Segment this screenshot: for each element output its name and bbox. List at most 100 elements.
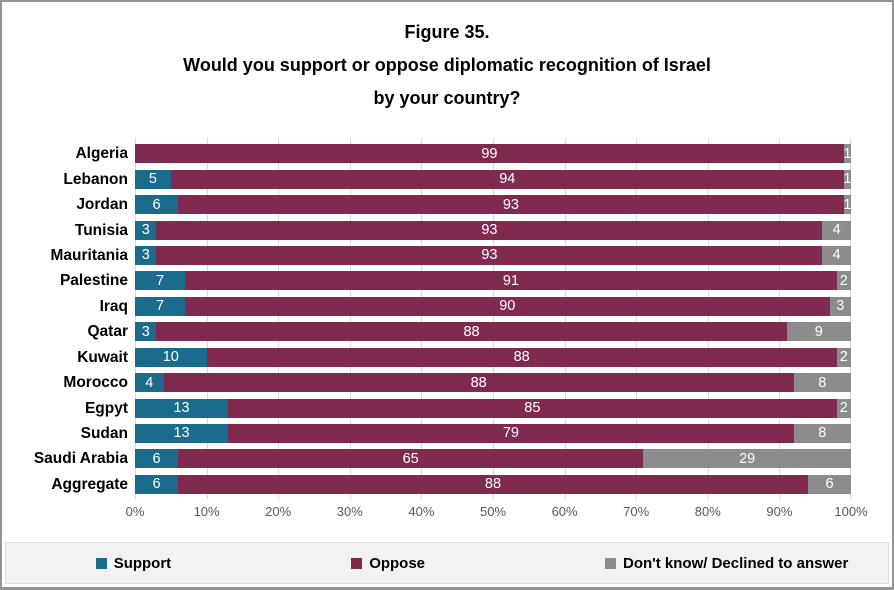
bar-segment-support: 6 xyxy=(135,474,178,494)
bar-segment-support: 6 xyxy=(135,449,178,469)
value-label: 94 xyxy=(499,171,516,188)
category-label: Egpyt xyxy=(84,399,128,417)
bar-segment-don't: 8 xyxy=(793,373,851,393)
x-axis: 0% 10% 20% 30% 40% 50% 60% 70% 80% 90% 100% xyxy=(126,504,868,522)
value-label: 4 xyxy=(832,222,841,238)
value-label: 3 xyxy=(141,222,150,238)
bar-row-saudi-arabia: 6 65 29 xyxy=(135,449,851,469)
value-label: 13 xyxy=(173,425,190,442)
bar-segment-oppose: 85 xyxy=(228,398,837,418)
x-tick-label: 50% xyxy=(479,504,507,519)
category-label: Lebanon xyxy=(63,170,128,188)
gridline xyxy=(278,138,280,499)
chart-title-line-2: Would you support or oppose diplomatic r… xyxy=(183,55,711,75)
value-label: 93 xyxy=(481,222,498,238)
value-label: 3 xyxy=(836,298,845,315)
value-label: 88 xyxy=(513,349,530,366)
value-label: 7 xyxy=(156,298,165,315)
value-label: 6 xyxy=(825,476,834,493)
chart-title-line-1: Figure 35. xyxy=(404,22,490,42)
bar-row-egpyt: 13 85 2 xyxy=(135,398,851,418)
bar-segment-oppose: 99 xyxy=(135,144,844,164)
bar-segment-support: 13 xyxy=(135,423,229,443)
category-label: Aggregate xyxy=(51,475,128,493)
bar-row-palestine: 7 91 2 xyxy=(135,271,851,291)
value-label: 93 xyxy=(481,247,498,264)
value-label: 1 xyxy=(843,171,852,188)
category-label: Palestine xyxy=(59,272,128,290)
value-label: 3 xyxy=(141,323,150,340)
category-label: Mauritania xyxy=(50,246,128,264)
bar-row-algeria: 99 1 xyxy=(135,144,852,164)
x-tick-label: 20% xyxy=(265,504,292,519)
bar-segment-oppose: 93 xyxy=(156,245,823,265)
legend-item-don't: Don't know/ Declined to answer xyxy=(605,555,848,572)
x-tick-label: 40% xyxy=(408,504,435,519)
value-label: 99 xyxy=(481,145,498,162)
bar-row-iraq: 7 90 3 xyxy=(135,296,851,316)
value-label: 8 xyxy=(818,374,827,391)
value-label: 3 xyxy=(141,247,150,264)
value-label: 6 xyxy=(152,450,161,467)
value-label: 91 xyxy=(502,272,519,289)
value-label: 10 xyxy=(162,349,179,366)
bar-segment-oppose: 93 xyxy=(177,195,844,215)
value-label: 1 xyxy=(843,145,852,162)
value-label: 4 xyxy=(832,247,841,264)
value-label: 4 xyxy=(145,374,154,391)
value-label: 5 xyxy=(148,171,157,188)
category-label: Morocco xyxy=(63,374,128,392)
x-tick-label: 100% xyxy=(834,504,868,519)
legend: Support Oppose Don't know/ Declined to ans… xyxy=(5,542,889,584)
bar-segment-don't: 2 xyxy=(836,398,851,418)
bar-segment-don't: 4 xyxy=(822,245,851,265)
bar-segment-support: 4 xyxy=(135,373,164,393)
bar-segment-don't: 9 xyxy=(786,322,851,342)
value-label: 88 xyxy=(463,323,480,340)
value-label: 79 xyxy=(502,425,519,442)
value-label: 88 xyxy=(470,374,487,391)
legend-label: Oppose xyxy=(369,554,426,572)
bar-segment-support: 3 xyxy=(135,220,157,240)
value-label: 2 xyxy=(839,349,848,366)
bar-segment-don't: 6 xyxy=(808,474,851,494)
category-label: Tunisia xyxy=(74,221,128,239)
bar-segment-don't: 1 xyxy=(843,195,852,215)
value-label: 13 xyxy=(173,400,190,416)
bar-segment-don't: 2 xyxy=(836,347,851,367)
bar-segment-don't: 3 xyxy=(829,296,851,316)
category-label: Qatar xyxy=(87,323,129,341)
category-axis: Algeria Lebanon Jordan Tunisia Mauritania Pal… xyxy=(2,141,128,497)
x-tick-label: 30% xyxy=(336,504,363,519)
gridline xyxy=(135,138,136,499)
value-label: 93 xyxy=(502,196,519,213)
value-label: 1 xyxy=(843,196,852,213)
legend-swatch-icon xyxy=(351,557,363,569)
legend-item-support: Support xyxy=(95,554,172,572)
gridline xyxy=(493,138,494,499)
category-label: Saudi Arabia xyxy=(33,450,128,468)
value-label: 88 xyxy=(484,476,502,493)
bar-segment-don't: 1 xyxy=(843,144,852,164)
category-label: Iraq xyxy=(99,297,128,315)
legend-label: Support xyxy=(113,554,172,572)
x-tick-label: 60% xyxy=(551,504,578,519)
gridline xyxy=(850,138,851,499)
bar-row-mauritania: 3 93 4 xyxy=(135,245,851,265)
bar-segment-support: 3 xyxy=(135,322,157,342)
category-label: Jordan xyxy=(76,196,128,214)
bar-row-qatar: 3 88 9 xyxy=(135,322,851,342)
bar-segment-support: 13 xyxy=(135,398,229,418)
bar-segment-support: 7 xyxy=(135,271,186,291)
value-label: 90 xyxy=(499,298,516,315)
value-label: 6 xyxy=(152,476,161,493)
plot-area: 99 1 5 94 1 6 93 1 3 93 4 3 93 4 7 91 2 7 90 3 3 88 9 10 88 2 4 88 8… xyxy=(135,138,852,499)
bar-segment-oppose: 94 xyxy=(170,169,844,189)
bar-segment-oppose: 88 xyxy=(206,347,837,367)
gridline xyxy=(636,138,638,499)
legend-swatch-icon xyxy=(95,557,107,569)
bar-segment-don't: 2 xyxy=(836,271,851,291)
bar-segment-don't: 29 xyxy=(643,449,851,469)
bar-row-aggregate: 6 88 6 xyxy=(135,474,851,494)
